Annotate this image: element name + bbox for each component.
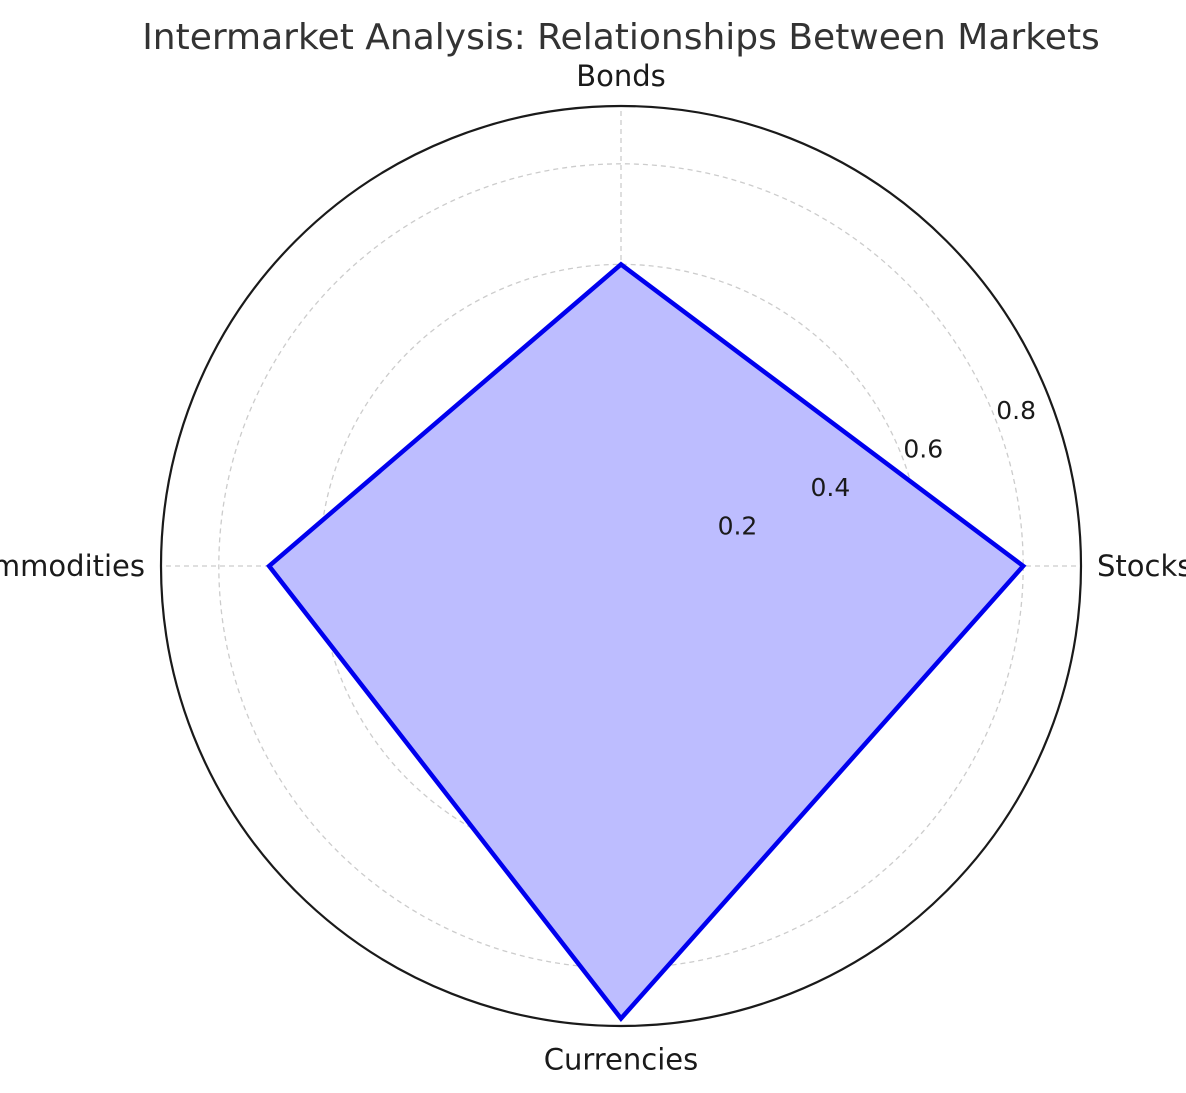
radial-tick-labels: 0.2 0.4 0.6 0.8 <box>718 396 1036 540</box>
radial-tick-label-3: 0.8 <box>996 396 1036 425</box>
chart-title: Intermarket Analysis: Relationships Betw… <box>142 17 1100 58</box>
outer-frame <box>159 104 1083 1028</box>
series-layer <box>266 261 1027 1023</box>
radial-tick-label-2: 0.6 <box>903 435 943 464</box>
series-line-0 <box>266 261 1027 1023</box>
axis-labels: Stocks Bonds Commodities Currencies <box>0 59 1186 1077</box>
axis-label-stocks: Stocks <box>1097 549 1186 583</box>
axis-label-commodities: Commodities <box>0 549 145 583</box>
radial-tick-label-1: 0.4 <box>810 473 850 502</box>
series-area-0 <box>269 264 1024 1019</box>
radial-tick-label-0: 0.2 <box>718 511 758 540</box>
axis-label-bonds: Bonds <box>576 59 666 93</box>
axis-label-currencies: Currencies <box>544 1043 699 1077</box>
